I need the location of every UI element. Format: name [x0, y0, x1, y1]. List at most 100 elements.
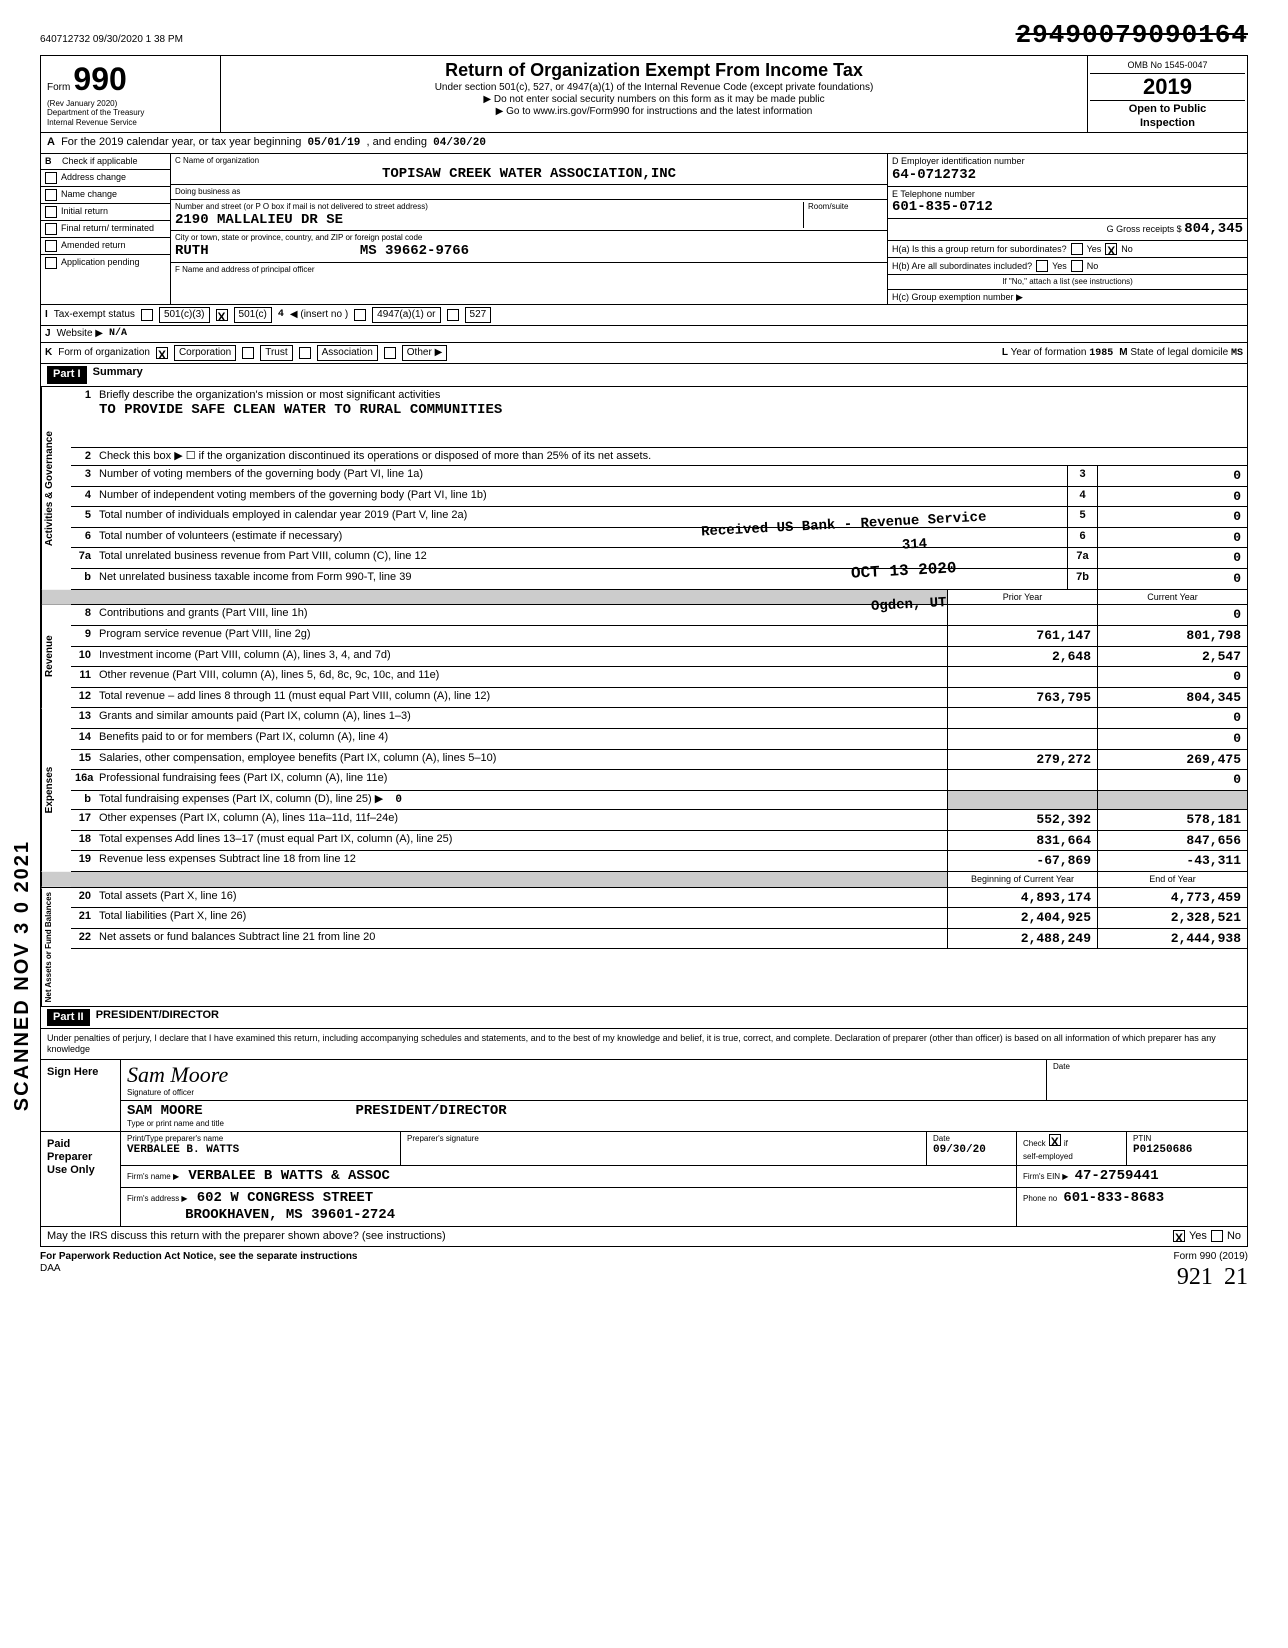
current-value: 2,547: [1097, 647, 1247, 667]
summary-line: 11 Other revenue (Part VIII, column (A),…: [71, 667, 1247, 688]
dept1: Department of the Treasury: [47, 108, 214, 118]
state-domicile: MS: [1231, 348, 1243, 359]
side-expenses: Expenses: [41, 708, 71, 871]
chk-501c[interactable]: X: [216, 309, 228, 321]
current-value: 847,656: [1097, 831, 1247, 851]
footer-left: For Paperwork Reduction Act Notice, see …: [40, 1251, 358, 1262]
dba-lbl: Doing business as: [175, 187, 883, 197]
chk-name-change[interactable]: [45, 189, 57, 201]
line-num: 22: [71, 929, 95, 949]
line-text: Other revenue (Part VIII, column (A), li…: [95, 667, 947, 687]
chk-amended[interactable]: [45, 240, 57, 252]
prior-value: 761,147: [947, 626, 1097, 646]
line-text: Other expenses (Part IX, column (A), lin…: [95, 810, 947, 830]
prior-value: [947, 791, 1097, 809]
firm-name: VERBALEE B WATTS & ASSOC: [188, 1168, 390, 1184]
self-employed-chk[interactable]: X: [1049, 1134, 1061, 1146]
prior-value: [947, 770, 1097, 790]
opt-trust: Trust: [260, 345, 292, 361]
prior-value: 763,795: [947, 688, 1097, 708]
line-box: 7b: [1067, 569, 1097, 589]
summary-line: 22 Net assets or fund balances Subtract …: [71, 929, 1247, 950]
opt-527: 527: [465, 307, 492, 323]
line-value: 0: [1097, 548, 1247, 568]
phone-lbl: Phone no: [1023, 1194, 1057, 1203]
summary-line: 18 Total expenses Add lines 13–17 (must …: [71, 831, 1247, 852]
discuss-yes-chk[interactable]: X: [1173, 1230, 1185, 1242]
header-grid: B Check if applicable Address change Nam…: [40, 154, 1248, 305]
line-num: 21: [71, 908, 95, 928]
irs-stamp4: Ogden, UT: [871, 595, 947, 616]
line-box: 3: [1067, 466, 1097, 486]
opt-4947: 4947(a)(1) or: [372, 307, 440, 323]
if-lbl: if: [1064, 1139, 1068, 1148]
sign-here-label: Sign Here: [41, 1060, 121, 1131]
chk-trust[interactable]: [242, 347, 254, 359]
prior-value: 2,648: [947, 647, 1097, 667]
chk-501c3[interactable]: [141, 309, 153, 321]
discuss-no-chk[interactable]: [1211, 1230, 1223, 1242]
prep-name-lbl: Print/Type preparer's name: [127, 1134, 394, 1144]
year-formation: 1985: [1089, 348, 1113, 359]
chk-assoc[interactable]: [299, 347, 311, 359]
row-a-mid: , and ending: [366, 136, 427, 148]
chk-final-return[interactable]: [45, 223, 57, 235]
year-formation-lbl: Year of formation: [1011, 347, 1087, 358]
part1-hdr: Part I: [47, 366, 87, 383]
line-num: 6: [71, 528, 95, 548]
side-netassets: Net Assets or Fund Balances: [41, 888, 71, 1006]
hb-no-chk[interactable]: [1071, 260, 1083, 272]
city: RUTH: [175, 243, 209, 259]
summary-line: 9 Program service revenue (Part VIII, li…: [71, 626, 1247, 647]
hb-yes-chk[interactable]: [1036, 260, 1048, 272]
line-box: 7a: [1067, 548, 1097, 568]
year-begin: 05/01/19: [308, 137, 361, 149]
firm-addr1: 602 W CONGRESS STREET: [197, 1190, 373, 1206]
officer-signature: Sam Moore: [127, 1062, 1040, 1088]
row-i-label: I: [45, 309, 48, 321]
current-value: 0: [1097, 667, 1247, 687]
chk-address-change[interactable]: [45, 172, 57, 184]
prep-sig-lbl: Preparer's signature: [407, 1134, 920, 1144]
line-num: 14: [71, 729, 95, 749]
line1-num: 1: [71, 387, 95, 447]
current-value: 0: [1097, 770, 1247, 790]
hb-no: No: [1087, 261, 1099, 272]
open-public1: Open to Public: [1090, 103, 1245, 116]
ptin-lbl: PTIN: [1133, 1134, 1241, 1144]
footer-daa: DAA: [40, 1263, 61, 1274]
insert-paren: ◀ (insert no ): [290, 309, 348, 321]
org-name: TOPISAW CREEK WATER ASSOCIATION,INC: [175, 166, 883, 183]
end-year-hdr: End of Year: [1097, 872, 1247, 887]
form-label: Form: [47, 82, 70, 93]
opt-501c: 501(c): [234, 307, 272, 323]
chk-corp[interactable]: X: [156, 347, 168, 359]
ha-yes-chk[interactable]: [1071, 243, 1083, 255]
line-num: b: [71, 791, 95, 809]
l-label: L: [1002, 347, 1008, 358]
line-box: 6: [1067, 528, 1097, 548]
line-num: 7a: [71, 548, 95, 568]
chk-527[interactable]: [447, 309, 459, 321]
firm-name-lbl: Firm's name ▶: [127, 1172, 179, 1181]
self-emp-lbl: self-employed: [1023, 1152, 1073, 1161]
firm-ein-lbl: Firm's EIN ▶: [1023, 1172, 1068, 1181]
type-lbl: Type or print name and title: [127, 1119, 1241, 1129]
chk-other[interactable]: [384, 347, 396, 359]
current-year-hdr: Current Year: [1097, 590, 1247, 605]
footer-right: Form 990 (2019): [1174, 1251, 1248, 1262]
subtitle2: ▶ Do not enter social security numbers o…: [229, 94, 1079, 106]
chk-pending[interactable]: [45, 257, 57, 269]
prior-value: [947, 729, 1097, 749]
chk-4947[interactable]: [354, 309, 366, 321]
current-value: 0: [1097, 708, 1247, 728]
line-num: 13: [71, 708, 95, 728]
summary-line: 12 Total revenue – add lines 8 through 1…: [71, 688, 1247, 709]
gross-lbl: G Gross receipts $: [1107, 224, 1182, 234]
ha-no-chk[interactable]: X: [1105, 243, 1117, 255]
irs-stamp2: 314: [901, 536, 927, 554]
chk-initial-return[interactable]: [45, 206, 57, 218]
summary-line: 15 Salaries, other compensation, employe…: [71, 750, 1247, 771]
prior-value: -67,869: [947, 851, 1097, 871]
line-text: Number of voting members of the governin…: [95, 466, 1067, 486]
